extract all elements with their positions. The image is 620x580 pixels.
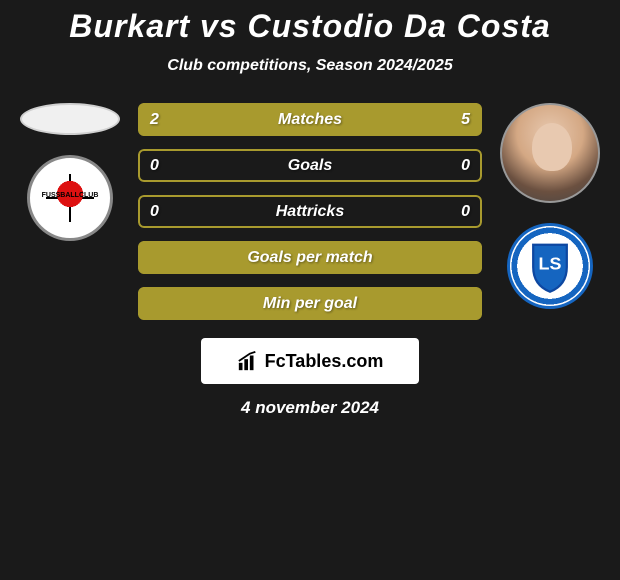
stat-value-right: 0 bbox=[461, 203, 470, 221]
bar-chart-icon bbox=[237, 350, 259, 372]
stats-column: Matches25Goals00Hattricks00Goals per mat… bbox=[138, 103, 482, 320]
page-title: Burkart vs Custodio Da Costa bbox=[0, 8, 620, 45]
stat-row: Matches2 5 bbox=[138, 103, 482, 136]
comparison-row: Matches25Goals00Hattricks00Goals per mat… bbox=[0, 103, 620, 320]
stat-row: Hattricks0 0 bbox=[138, 195, 482, 228]
stat-label: Goals bbox=[138, 157, 482, 175]
subtitle: Club competitions, Season 2024/2025 bbox=[0, 57, 620, 75]
stat-value-left: 0 bbox=[150, 203, 159, 221]
lausanne-shield-icon: LS bbox=[522, 238, 578, 294]
stat-row: Min per goal bbox=[138, 287, 482, 320]
svg-text:LS: LS bbox=[539, 253, 562, 273]
stat-value-left: 0 bbox=[150, 157, 159, 175]
stat-row: Goals per match bbox=[138, 241, 482, 274]
player-avatar-left bbox=[20, 103, 120, 135]
right-column: LS bbox=[500, 103, 600, 309]
stat-label: Hattricks bbox=[138, 203, 482, 221]
stat-row: Goals0 0 bbox=[138, 149, 482, 182]
club-badge-left bbox=[27, 155, 113, 241]
stat-label: Matches bbox=[138, 111, 482, 129]
club-badge-right: LS bbox=[507, 223, 593, 309]
stat-label: Min per goal bbox=[138, 295, 482, 313]
left-column bbox=[20, 103, 120, 241]
stat-value-left: 2 bbox=[150, 111, 159, 129]
infographic-container: Burkart vs Custodio Da Costa Club compet… bbox=[0, 0, 620, 418]
stat-value-right: 5 bbox=[461, 111, 470, 129]
stat-value-right: 0 bbox=[461, 157, 470, 175]
date-text: 4 november 2024 bbox=[0, 398, 620, 418]
source-logo-text: FcTables.com bbox=[265, 351, 384, 372]
stat-label: Goals per match bbox=[138, 249, 482, 267]
player-avatar-right bbox=[500, 103, 600, 203]
source-logo: FcTables.com bbox=[201, 338, 419, 384]
